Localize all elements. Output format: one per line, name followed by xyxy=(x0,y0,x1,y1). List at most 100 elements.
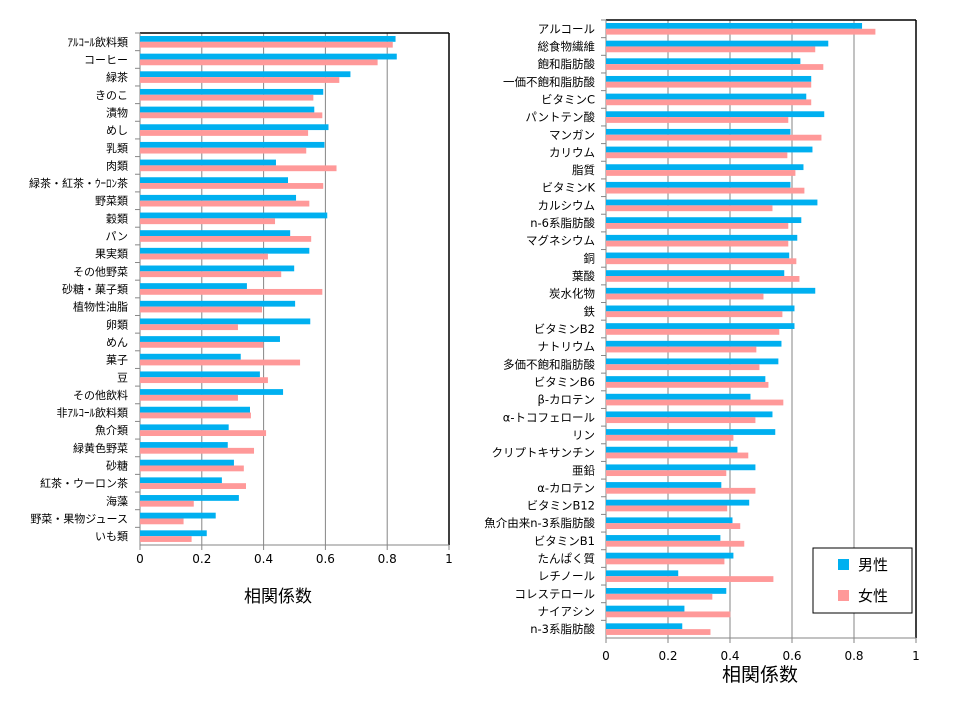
category-label: 魚介由来n-3系脂肪酸 xyxy=(484,516,595,530)
x-tick-label: 0.8 xyxy=(844,649,863,663)
category-label: 砂糖 xyxy=(106,459,128,473)
bar-female xyxy=(140,306,263,313)
x-tick-label: 0.6 xyxy=(316,552,335,566)
bar-female xyxy=(606,346,757,353)
chart-2: 0 0.2 0.4 0.6 0.8 1 アルコール総食物繊維飽和脂肪酸一価不飽和脂肪酸ビタミ… xyxy=(484,19,920,686)
x-tick-label: 0 xyxy=(136,552,144,566)
bar-male xyxy=(606,234,798,241)
category-label: α-カロテン xyxy=(537,481,595,495)
bar-male xyxy=(606,358,779,365)
category-label: 多価不飽和脂肪酸 xyxy=(503,357,595,371)
category-label: n-6系脂肪酸 xyxy=(530,216,595,230)
category-label: 乳類 xyxy=(106,142,128,155)
bar-female xyxy=(606,576,774,582)
bar-female xyxy=(606,417,756,424)
category-label: 植物性油脂 xyxy=(73,300,128,314)
bar-female xyxy=(606,205,773,212)
legend-swatch xyxy=(838,590,849,601)
bar-male xyxy=(140,106,315,113)
bar-male xyxy=(140,300,296,307)
bar-male xyxy=(606,499,750,506)
category-label: 紅茶・ウーロン茶 xyxy=(40,477,128,490)
bar-male xyxy=(606,305,795,312)
bar-female xyxy=(140,253,268,260)
bar-female xyxy=(140,324,238,331)
bar-female xyxy=(140,430,267,437)
x-tick-label: 0.4 xyxy=(720,649,739,663)
category-label: 砂糖・菓子類 xyxy=(62,282,128,296)
category-label: ナトリウム xyxy=(538,340,596,354)
bar-female xyxy=(140,447,255,454)
bar-female xyxy=(140,94,314,101)
category-label: カルシウム xyxy=(538,198,596,212)
bar-male xyxy=(606,199,818,206)
bar-male xyxy=(140,230,291,237)
bar-female xyxy=(606,470,727,477)
bar-female xyxy=(140,236,312,242)
category-label: アルコール xyxy=(538,22,595,36)
bar-female xyxy=(606,487,756,494)
bar-female xyxy=(140,130,309,136)
bar-female xyxy=(140,341,264,348)
bar-female xyxy=(606,328,780,335)
category-label: たんぱく質 xyxy=(538,552,596,566)
bar-male xyxy=(606,164,804,171)
bar-male xyxy=(606,376,766,382)
bar-female xyxy=(606,293,764,300)
bar-female xyxy=(140,394,238,401)
x-tick-label: 1 xyxy=(445,552,453,566)
bar-male xyxy=(606,552,734,559)
bar-female xyxy=(606,117,789,123)
bar-male xyxy=(140,424,229,431)
category-label: 亜鉛 xyxy=(572,463,595,477)
bar-female xyxy=(140,412,251,419)
x-tick-label: 0.8 xyxy=(378,552,397,566)
bar-male xyxy=(606,446,738,453)
category-label: 一価不飽和脂肪酸 xyxy=(503,75,595,89)
legend-label: 男性 xyxy=(858,556,888,574)
bar-female xyxy=(140,77,340,83)
bar-male xyxy=(606,588,727,594)
bar-male xyxy=(140,53,397,60)
category-label: ナイアシン xyxy=(538,605,596,619)
bar-male xyxy=(606,464,756,471)
bar-female xyxy=(606,99,812,106)
bar-male xyxy=(140,141,325,148)
category-label: 魚介類 xyxy=(95,424,128,437)
category-label: ビタミンC xyxy=(541,92,595,106)
category-label: 炭水化物 xyxy=(549,287,595,301)
bar-female xyxy=(140,518,184,525)
bar-female xyxy=(606,381,769,388)
bar-male xyxy=(140,389,284,395)
category-label: ｱﾙｺｰﾙ飲料類 xyxy=(68,35,129,49)
bar-female xyxy=(140,218,276,225)
category-label: 非ｱﾙｺｰﾙ飲料類 xyxy=(57,406,129,420)
bar-female xyxy=(606,540,745,547)
bar-male xyxy=(606,111,825,118)
category-label: 菓子 xyxy=(106,354,128,367)
bar-female xyxy=(606,46,816,53)
bar-female xyxy=(606,629,711,635)
category-label: コーヒー xyxy=(84,53,128,66)
x-axis-title: 相関係数 xyxy=(244,587,312,607)
bar-female xyxy=(606,611,731,618)
bar-female xyxy=(606,28,876,35)
bar-female xyxy=(140,483,246,489)
bar-male xyxy=(140,495,239,501)
bar-male xyxy=(140,36,396,42)
category-label: パントテン酸 xyxy=(525,110,595,124)
bar-male xyxy=(140,283,247,289)
bar-female xyxy=(606,399,784,406)
bar-female xyxy=(606,152,788,159)
bar-male xyxy=(606,93,807,100)
bar-female xyxy=(140,377,268,384)
category-label: カリウム xyxy=(549,145,595,159)
bar-male xyxy=(606,252,790,259)
x-tick-label: 0.2 xyxy=(192,552,211,566)
bar-female xyxy=(606,240,789,247)
bar-male xyxy=(140,442,228,448)
category-label: 肉類 xyxy=(106,159,128,172)
bar-male xyxy=(606,128,791,135)
bar-female xyxy=(606,258,797,265)
legend-box xyxy=(812,547,913,614)
